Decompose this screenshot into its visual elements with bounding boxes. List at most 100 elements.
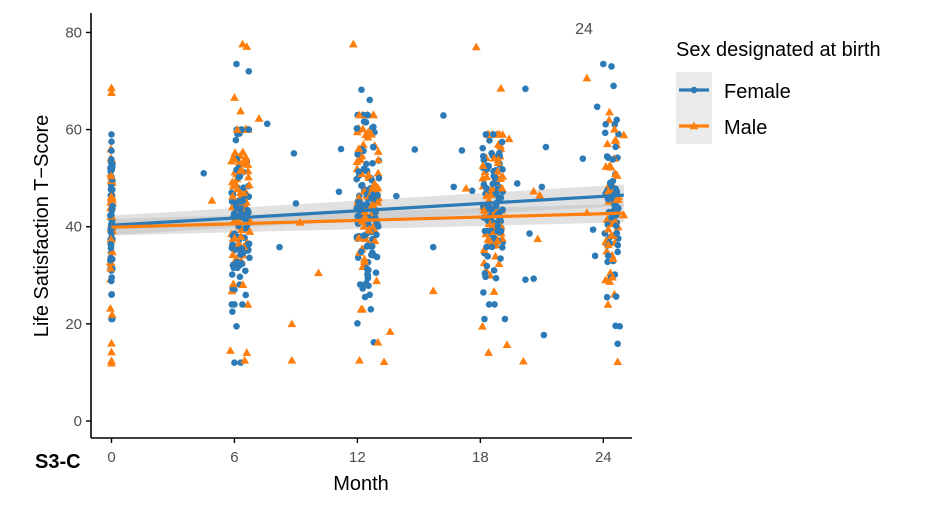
point-male <box>356 151 366 160</box>
point-male <box>242 348 252 356</box>
point-male <box>364 170 373 179</box>
point-female <box>355 200 363 207</box>
point-female <box>363 265 371 273</box>
point-female <box>429 243 437 251</box>
point-female <box>613 204 620 211</box>
point-female <box>353 125 361 132</box>
point-female <box>358 248 365 256</box>
point-male <box>108 194 117 203</box>
y-axis-title: Life Satisfaction T−Score <box>31 115 53 338</box>
point-female <box>611 121 619 128</box>
point-female <box>609 177 617 185</box>
point-female <box>542 143 550 151</box>
point-male <box>107 247 117 256</box>
point-male <box>356 304 366 313</box>
point-female <box>609 156 617 163</box>
point-female <box>411 146 419 153</box>
point-male <box>610 124 619 133</box>
point-female <box>363 243 371 250</box>
point-female <box>612 222 620 230</box>
point-male <box>582 73 592 82</box>
point-female <box>354 320 361 327</box>
y-tick-label: 80 <box>65 24 82 41</box>
point-male <box>479 205 489 214</box>
point-female <box>234 264 241 272</box>
point-male <box>207 196 217 204</box>
point-female <box>604 252 612 260</box>
point-male <box>368 110 378 119</box>
point-male <box>314 268 323 277</box>
point-male <box>602 215 612 223</box>
point-female <box>290 150 298 157</box>
point-female <box>366 96 373 104</box>
point-female <box>236 273 244 281</box>
point-female <box>490 267 498 274</box>
point-male <box>244 180 254 189</box>
point-male <box>533 234 543 243</box>
point-female <box>440 112 447 119</box>
point-female <box>612 143 619 151</box>
point-male <box>107 83 116 92</box>
point-female <box>369 159 376 167</box>
trend-line-male <box>111 211 624 229</box>
point-female <box>614 340 621 348</box>
point-male <box>107 88 116 96</box>
point-male <box>493 167 503 175</box>
point-male <box>360 212 370 221</box>
point-female <box>483 243 490 251</box>
point-female <box>488 149 495 157</box>
legend-label-female: Female <box>724 81 791 103</box>
point-male <box>493 236 502 244</box>
point-male <box>230 148 240 156</box>
point-female <box>364 111 371 119</box>
point-female <box>233 322 240 330</box>
point-male <box>603 240 613 249</box>
point-male <box>233 184 243 193</box>
point-female <box>245 67 253 75</box>
point-female <box>368 243 376 250</box>
legend: Sex designated at birth Female Male <box>676 39 881 144</box>
point-female <box>245 126 253 133</box>
point-female <box>231 301 238 308</box>
point-female <box>589 226 597 233</box>
point-female <box>108 156 115 163</box>
point-male <box>240 355 250 364</box>
point-male <box>369 180 379 189</box>
point-male <box>504 134 514 143</box>
point-female <box>496 208 504 215</box>
point-male <box>606 231 616 239</box>
trend-lines <box>111 193 624 229</box>
point-female <box>109 202 116 210</box>
point-male <box>493 158 503 167</box>
point-male <box>360 257 369 265</box>
point-female <box>233 258 241 266</box>
point-female <box>481 227 489 235</box>
point-female <box>107 240 115 248</box>
legend-marker <box>689 121 699 130</box>
point-female <box>497 255 504 262</box>
point-male <box>486 190 496 199</box>
point-female <box>499 166 506 173</box>
point-male <box>604 186 613 195</box>
point-male <box>461 183 471 192</box>
point-male <box>495 130 504 138</box>
x-tick-label: 6 <box>230 449 238 466</box>
point-male <box>254 114 264 122</box>
point-female <box>231 359 238 367</box>
point-male <box>373 155 383 164</box>
point-male <box>370 236 380 245</box>
point-male <box>228 191 238 200</box>
point-female <box>614 248 621 256</box>
point-female <box>373 231 380 239</box>
point-female <box>481 315 488 323</box>
point-male <box>608 272 617 281</box>
point-female <box>526 230 533 237</box>
point-male <box>238 280 248 288</box>
point-male <box>361 130 371 138</box>
point-male <box>485 219 495 228</box>
point-female <box>360 232 368 239</box>
point-male <box>364 225 374 234</box>
point-female <box>245 240 253 248</box>
point-female <box>106 257 114 264</box>
point-male <box>379 357 389 366</box>
